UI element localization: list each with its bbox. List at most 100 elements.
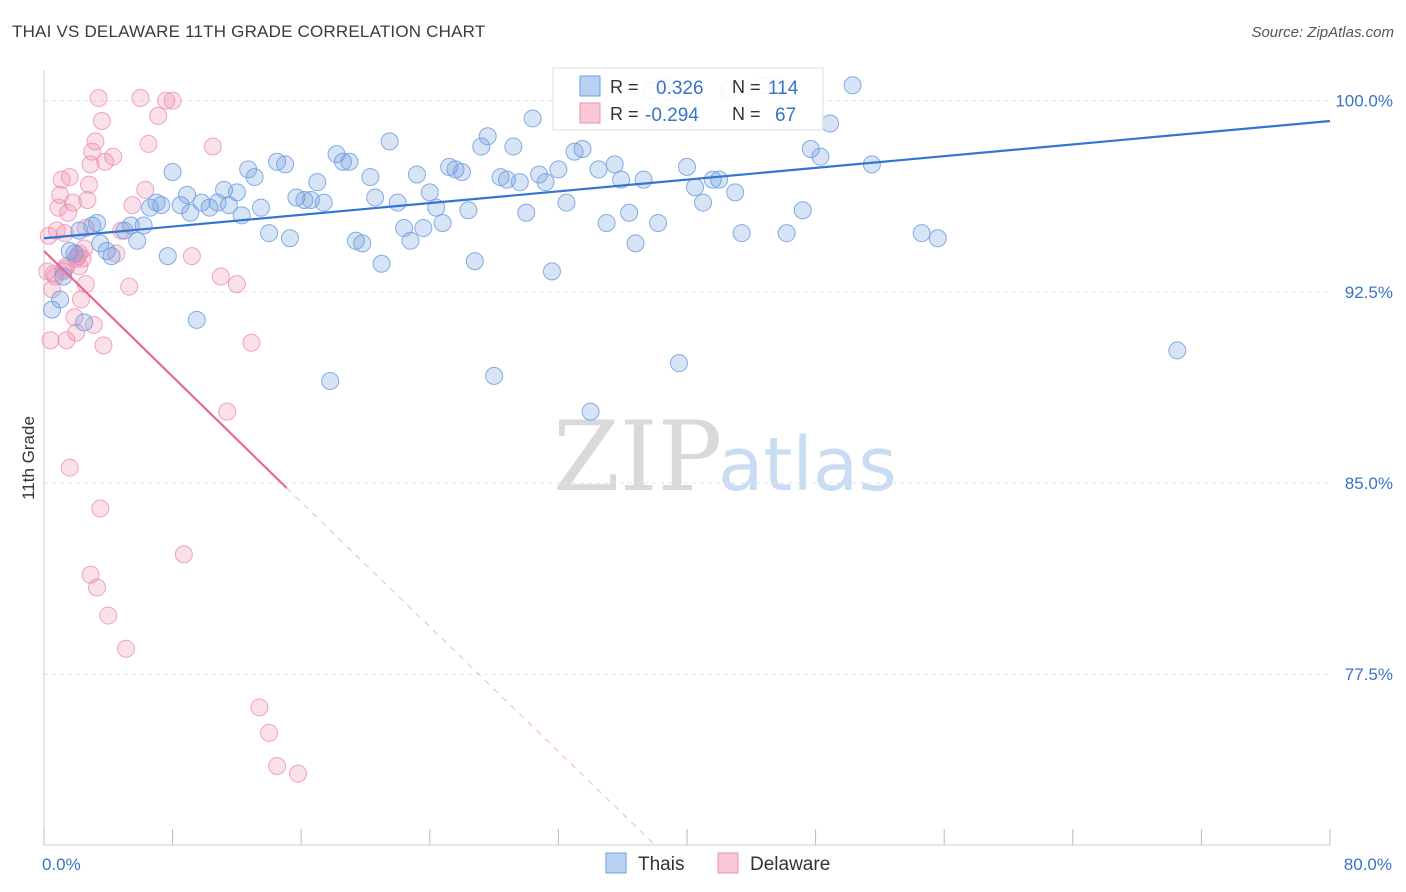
- thai-point-69: [485, 366, 504, 385]
- thai-point-61: [433, 213, 452, 232]
- x-ticks: 0.0% 80.0%: [42, 829, 1392, 874]
- thai-trend-line: [43, 119, 1331, 240]
- trend-lines: [43, 119, 1331, 846]
- thai-point-74: [517, 203, 536, 222]
- thai-r-value: 0.326: [656, 78, 704, 99]
- delaware-point-28: [92, 111, 111, 130]
- delaware-legend-label: Delaware: [750, 854, 830, 875]
- delaware-r-label: R =: [610, 104, 639, 124]
- thai-point-2: [54, 267, 73, 286]
- thai-point-68: [478, 127, 497, 146]
- x-tick-label-0: 0.0%: [42, 855, 81, 874]
- thais-swatch: [605, 852, 627, 874]
- thai-legend-swatch: [579, 75, 601, 97]
- thai-point-106: [777, 224, 796, 243]
- thai-point-56: [401, 231, 420, 250]
- thai-point-78: [542, 262, 561, 281]
- thai-point-30: [227, 183, 246, 202]
- delaware-point-12: [57, 257, 76, 276]
- thai-point-52: [372, 254, 391, 273]
- delaware-point-48: [174, 545, 193, 564]
- delaware-point-32: [60, 458, 79, 477]
- delaware-point-41: [99, 606, 118, 625]
- thai-point-14: [128, 231, 147, 250]
- thai-point-110: [821, 114, 840, 133]
- thai-point-11: [102, 247, 121, 266]
- thai-point-17: [147, 193, 166, 212]
- delaware-points: [38, 89, 307, 783]
- thai-point-87: [612, 170, 631, 189]
- delaware-point-62: [139, 134, 158, 153]
- thai-point-82: [573, 140, 592, 159]
- delaware-trend-line: [43, 250, 288, 489]
- delaware-point-38: [88, 578, 107, 597]
- delaware-point-51: [211, 267, 230, 286]
- stats-legend: R = 0.326 N = 114 R = -0.294 N = 67: [552, 67, 824, 131]
- x-tick-label-1: 80.0%: [1344, 855, 1392, 874]
- thai-point-103: [732, 224, 751, 243]
- thai-point-8: [88, 213, 107, 232]
- thai-point-85: [597, 213, 616, 232]
- thai-point-1: [51, 290, 70, 309]
- delaware-point-42: [104, 147, 123, 166]
- thai-point-20: [163, 162, 182, 181]
- delaware-point-46: [136, 180, 155, 199]
- delaware-trend-extension: [286, 487, 656, 846]
- delaware-legend-swatch: [579, 102, 601, 124]
- delaware-point-56: [260, 723, 279, 742]
- thai-point-19: [158, 247, 177, 266]
- thai-point-50: [361, 168, 380, 187]
- thai-point-75: [523, 109, 542, 128]
- thai-point-51: [366, 188, 385, 207]
- y-tick-labels: 100.0% 92.5% 85.0% 77.5%: [1335, 92, 1393, 685]
- delaware-point-53: [227, 275, 246, 294]
- delaware-point-2: [41, 331, 60, 350]
- thai-point-44: [321, 372, 340, 391]
- delaware-point-13: [59, 203, 78, 222]
- thai-point-43: [314, 193, 333, 212]
- delaware-r-value: -0.294: [645, 105, 699, 126]
- thai-point-33: [245, 168, 264, 187]
- thai-point-73: [510, 173, 529, 192]
- delaware-point-57: [268, 756, 287, 775]
- delaware-point-49: [182, 247, 201, 266]
- thai-point-15: [134, 216, 153, 235]
- thai-r-label: R =: [610, 77, 639, 97]
- delaware-point-65: [65, 308, 84, 327]
- delaware-swatch: [717, 852, 739, 874]
- thai-point-98: [694, 193, 713, 212]
- thai-point-29: [219, 196, 238, 215]
- thai-point-47: [340, 152, 359, 171]
- y-axis-label: 11th Grade: [19, 416, 38, 500]
- delaware-point-23: [80, 175, 99, 194]
- thai-point-97: [686, 178, 705, 197]
- delaware-point-63: [149, 106, 168, 125]
- thai-point-83: [581, 402, 600, 421]
- delaware-point-55: [250, 698, 269, 717]
- thai-point-90: [634, 170, 653, 189]
- delaware-point-35: [76, 275, 95, 294]
- delaware-point-14: [60, 168, 79, 187]
- thai-point-88: [620, 203, 639, 222]
- y-tick-label-3: 77.5%: [1345, 665, 1393, 684]
- delaware-point-40: [94, 336, 113, 355]
- thai-point-53: [380, 132, 399, 151]
- series-legend: Thais Delaware: [605, 852, 830, 875]
- thai-point-57: [407, 165, 426, 184]
- thai-point-109: [811, 147, 830, 166]
- delaware-point-45: [131, 89, 150, 108]
- delaware-point-52: [218, 402, 237, 421]
- delaware-point-66: [71, 290, 90, 309]
- thai-point-89: [626, 234, 645, 253]
- thai-point-113: [912, 224, 931, 243]
- delaware-point-15: [63, 193, 82, 212]
- thai-point-21: [171, 196, 190, 215]
- delaware-point-50: [203, 137, 222, 156]
- thai-point-4: [65, 244, 84, 263]
- thai-point-3: [60, 242, 79, 261]
- thai-point-22: [178, 185, 197, 204]
- chart-title: THAI VS DELAWARE 11TH GRADE CORRELATION …: [12, 22, 486, 41]
- thai-point-67: [472, 137, 491, 156]
- thai-point-6: [75, 313, 94, 332]
